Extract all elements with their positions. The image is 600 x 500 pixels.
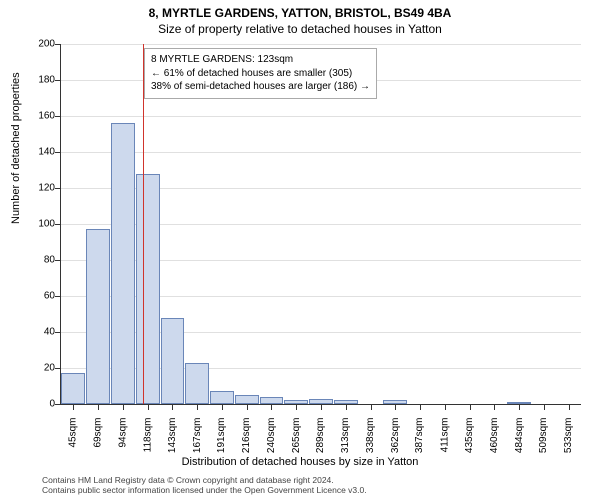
callout-line1: 8 MYRTLE GARDENS: 123sqm — [151, 53, 370, 67]
x-tick — [569, 404, 570, 410]
x-tick-label: 533sqm — [563, 418, 574, 454]
chart-area: 02040608010012014016018020045sqm69sqm94s… — [60, 44, 580, 404]
histogram-bar — [185, 363, 209, 404]
x-tick — [519, 404, 520, 410]
x-tick — [296, 404, 297, 410]
y-tick-label: 140 — [38, 147, 55, 158]
x-tick — [321, 404, 322, 410]
x-tick — [470, 404, 471, 410]
x-tick-label: 289sqm — [316, 418, 327, 454]
x-tick — [420, 404, 421, 410]
gridline — [61, 116, 581, 117]
x-tick-label: 118sqm — [142, 418, 153, 453]
y-tick-label: 100 — [38, 219, 55, 230]
y-tick — [55, 224, 61, 225]
histogram-bar — [61, 373, 85, 404]
x-tick-label: 387sqm — [415, 418, 426, 454]
x-tick-label: 69sqm — [93, 418, 104, 448]
y-tick — [55, 404, 61, 405]
callout-line2: ← 61% of detached houses are smaller (30… — [151, 67, 370, 81]
x-tick-label: 191sqm — [216, 418, 227, 454]
y-tick-label: 0 — [49, 399, 55, 410]
x-tick-label: 240sqm — [266, 418, 277, 454]
y-tick — [55, 116, 61, 117]
x-tick-label: 460sqm — [489, 418, 500, 454]
x-tick-label: 313sqm — [340, 418, 351, 454]
x-tick — [371, 404, 372, 410]
chart-title-2: Size of property relative to detached ho… — [0, 20, 600, 36]
x-tick-label: 338sqm — [365, 418, 376, 454]
y-tick-label: 20 — [44, 363, 55, 374]
x-tick-label: 94sqm — [117, 418, 128, 448]
y-tick-label: 180 — [38, 75, 55, 86]
y-tick-label: 40 — [44, 327, 55, 338]
x-tick-label: 362sqm — [390, 418, 401, 454]
gridline — [61, 44, 581, 45]
x-tick — [98, 404, 99, 410]
x-tick — [271, 404, 272, 410]
y-tick — [55, 80, 61, 81]
histogram-bar — [111, 123, 135, 404]
x-tick-label: 143sqm — [167, 418, 178, 454]
histogram-bar — [210, 391, 234, 404]
histogram-bar — [260, 397, 284, 404]
x-tick — [148, 404, 149, 410]
x-tick-label: 45sqm — [68, 418, 79, 448]
x-tick — [247, 404, 248, 410]
x-tick-label: 509sqm — [538, 418, 549, 454]
x-tick-label: 167sqm — [192, 418, 203, 454]
x-tick-label: 265sqm — [291, 418, 302, 454]
x-tick-label: 435sqm — [464, 418, 475, 454]
histogram-bar — [86, 229, 110, 404]
y-tick — [55, 188, 61, 189]
x-tick — [222, 404, 223, 410]
chart-title-1: 8, MYRTLE GARDENS, YATTON, BRISTOL, BS49… — [0, 0, 600, 20]
x-tick-label: 484sqm — [514, 418, 525, 454]
histogram-bar — [161, 318, 185, 404]
y-tick-label: 160 — [38, 111, 55, 122]
marker-callout: 8 MYRTLE GARDENS: 123sqm ← 61% of detach… — [144, 48, 377, 99]
x-axis-label: Distribution of detached houses by size … — [0, 456, 600, 468]
y-axis-label: Number of detached properties — [10, 72, 22, 224]
footer-line2: Contains public sector information licen… — [42, 485, 367, 496]
x-tick-label: 216sqm — [241, 418, 252, 454]
histogram-bar — [235, 395, 259, 404]
x-tick — [445, 404, 446, 410]
y-tick — [55, 260, 61, 261]
x-tick — [544, 404, 545, 410]
x-tick — [172, 404, 173, 410]
y-tick — [55, 152, 61, 153]
x-tick-label: 411sqm — [439, 418, 450, 453]
footer-attribution: Contains HM Land Registry data © Crown c… — [42, 475, 367, 496]
x-tick — [123, 404, 124, 410]
y-tick — [55, 368, 61, 369]
histogram-bar — [136, 174, 160, 404]
y-tick-label: 60 — [44, 291, 55, 302]
footer-line1: Contains HM Land Registry data © Crown c… — [42, 475, 367, 486]
x-tick — [494, 404, 495, 410]
y-tick-label: 80 — [44, 255, 55, 266]
y-tick — [55, 296, 61, 297]
x-tick — [73, 404, 74, 410]
y-tick-label: 120 — [38, 183, 55, 194]
y-tick — [55, 44, 61, 45]
y-tick-label: 200 — [38, 39, 55, 50]
y-tick — [55, 332, 61, 333]
x-tick — [197, 404, 198, 410]
x-tick — [395, 404, 396, 410]
callout-line3: 38% of semi-detached houses are larger (… — [151, 80, 370, 94]
gridline — [61, 152, 581, 153]
x-tick — [346, 404, 347, 410]
